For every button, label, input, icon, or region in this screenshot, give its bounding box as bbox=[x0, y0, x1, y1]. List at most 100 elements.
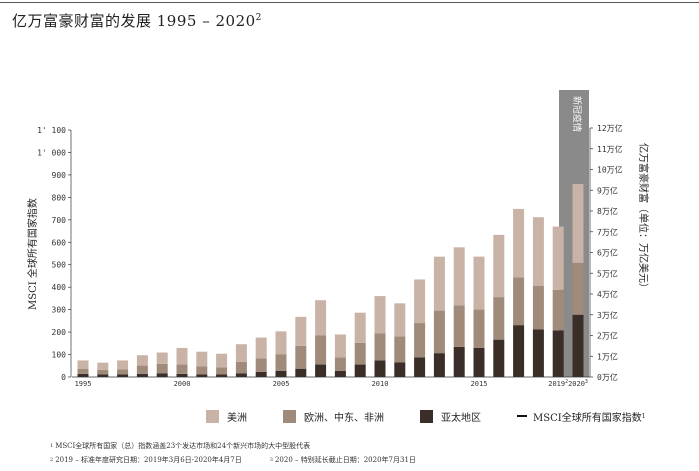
bar-segment bbox=[216, 374, 228, 377]
footnote-2-sup: 2 bbox=[50, 457, 54, 463]
left-axis-title: MSCI 全球所有国家指数 bbox=[26, 198, 39, 310]
bar-segment bbox=[334, 334, 346, 358]
bar-segment bbox=[493, 297, 505, 340]
right-tick-label: 3万亿 bbox=[597, 310, 618, 320]
x-axis: 1995 2000 2005 2010 2015 20192 20203 bbox=[72, 376, 590, 388]
bar-segment bbox=[552, 330, 564, 377]
bar-segment bbox=[414, 357, 426, 377]
right-tick-label: 0万亿 bbox=[597, 372, 618, 382]
bar-segment bbox=[473, 256, 485, 310]
bar-segment bbox=[473, 347, 485, 377]
right-tick-label: 8万亿 bbox=[597, 206, 618, 216]
bar-segment bbox=[493, 339, 505, 377]
bar-segment bbox=[513, 325, 525, 377]
right-tick-label: 5万亿 bbox=[597, 268, 618, 278]
right-tick-label: 4万亿 bbox=[597, 289, 618, 299]
bar-segment bbox=[354, 342, 366, 365]
right-tick-label: 2万亿 bbox=[597, 331, 618, 341]
x-tick-label: 1995 bbox=[75, 380, 92, 388]
bar-segment bbox=[235, 361, 247, 374]
bars bbox=[77, 184, 584, 377]
bar-segment bbox=[117, 369, 129, 375]
right-tick-label: 12万亿 bbox=[597, 123, 623, 133]
bar-segment bbox=[334, 370, 346, 377]
footnote-3-sup: 3 bbox=[269, 457, 273, 463]
bar-segment bbox=[136, 355, 148, 366]
right-tick-label: 10万亿 bbox=[597, 165, 623, 175]
bar-segment bbox=[414, 323, 426, 358]
legend-item-americas: 美洲 bbox=[206, 409, 247, 424]
bar-segment bbox=[453, 346, 465, 377]
bar-segment bbox=[136, 365, 148, 374]
right-axis-title: 亿万富豪财富（单位：万亿美元） bbox=[637, 143, 650, 293]
left-tick-label: 900 bbox=[52, 171, 67, 180]
bar-segment bbox=[295, 345, 307, 369]
legend-swatch-emea bbox=[283, 409, 296, 423]
x-tick-label: 20203 bbox=[568, 379, 588, 388]
x-tick-label: 2015 bbox=[471, 380, 488, 388]
legend-item-msci: MSCI全球所有国家指数 1 bbox=[517, 409, 646, 424]
bar-segment bbox=[453, 247, 465, 306]
bar-segment bbox=[354, 312, 366, 343]
page-title-text: 亿万富豪财富的发展 1995 – 2020 bbox=[12, 12, 256, 30]
bar-segment bbox=[275, 354, 287, 371]
footnote-1-sup: 1 bbox=[50, 443, 54, 449]
bar-segment bbox=[117, 374, 129, 377]
legend-label-msci: MSCI全球所有国家指数 bbox=[533, 412, 642, 424]
x-tick-label: 20192 bbox=[548, 379, 568, 388]
bar-segment bbox=[433, 310, 445, 354]
left-axis: 0 100 200 300 400 500 600 700 800 900 1' 000 1' 100… bbox=[26, 126, 72, 382]
bar-segment bbox=[97, 369, 109, 375]
bar-segment bbox=[97, 362, 109, 370]
bar-segment bbox=[315, 364, 327, 377]
footnote-3-text: 2020 – 特别延长截止日期：2020年7月31日 bbox=[274, 456, 416, 464]
bar-segment bbox=[295, 368, 307, 377]
left-tick-label: 600 bbox=[52, 238, 67, 247]
left-tick-label: 100 bbox=[52, 351, 67, 360]
legend-item-emea: 欧洲、中东、非洲 bbox=[283, 409, 384, 424]
top-rule bbox=[0, 2, 699, 3]
left-tick-label: 0 bbox=[61, 373, 66, 382]
legend-label-apac: 亚太地区 bbox=[441, 412, 481, 424]
legend-item-apac: 亚太地区 bbox=[420, 409, 481, 424]
page-title-sup: 2 bbox=[255, 13, 262, 23]
right-axis: 0万亿 1万亿 2万亿 3万亿 4万亿 5万亿 6万亿 7万亿 8万亿 9万亿 10万亿 11万亿 12… bbox=[589, 123, 650, 382]
bar-segment bbox=[374, 296, 386, 334]
bar-segment bbox=[374, 333, 386, 361]
page-title: 亿万富豪财富的发展 1995 – 20202 bbox=[12, 10, 262, 31]
footnotes: 1 MSCI全球所有国家（总）指数涵盖23个发达市场和24个新兴市场的大中型股代表… bbox=[50, 439, 416, 467]
footnote-2-text: 2019 – 标准年度研究日期：2019年3月6日-2020年4月7日 bbox=[55, 456, 242, 464]
bar-segment bbox=[414, 279, 426, 324]
bar-segment bbox=[433, 256, 445, 311]
bar-segment bbox=[532, 217, 544, 286]
legend-label-americas: 美洲 bbox=[227, 412, 247, 424]
bar-segment bbox=[156, 363, 168, 374]
right-tick-label: 6万亿 bbox=[597, 248, 618, 258]
right-tick-label: 1万亿 bbox=[597, 351, 618, 361]
bar-segment bbox=[196, 374, 208, 377]
x-tick-sup: 2 bbox=[565, 379, 568, 385]
bar-segment bbox=[235, 344, 247, 362]
bar-segment bbox=[493, 234, 505, 298]
x-tick-label: 2005 bbox=[273, 380, 290, 388]
left-tick-label: 500 bbox=[52, 261, 67, 270]
legend-label-msci-sup: 1 bbox=[641, 412, 646, 420]
bar-segment bbox=[374, 360, 386, 377]
bar-segment bbox=[315, 300, 327, 336]
covid-label: 新冠疫情 bbox=[571, 96, 583, 132]
x-tick-label: 2000 bbox=[174, 380, 191, 388]
bar-segment bbox=[156, 352, 168, 364]
bar-segment bbox=[394, 336, 406, 363]
bar-segment bbox=[334, 357, 346, 371]
bar-segment bbox=[572, 262, 584, 315]
bar-segment bbox=[136, 373, 148, 377]
bar-segment bbox=[453, 305, 465, 347]
bar-segment bbox=[295, 316, 307, 346]
bar-segment bbox=[513, 208, 525, 278]
bar-segment bbox=[315, 335, 327, 365]
bar-segment bbox=[216, 353, 228, 368]
bar-segment bbox=[433, 353, 445, 377]
bar-segment bbox=[77, 360, 89, 369]
bar-segment bbox=[176, 347, 188, 365]
